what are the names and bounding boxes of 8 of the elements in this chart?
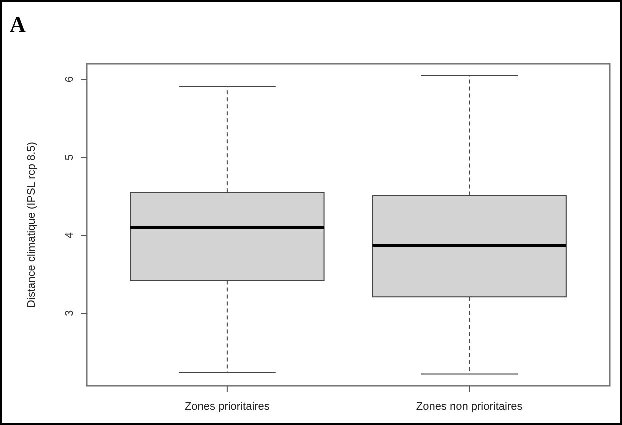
y-tick-label: 6 <box>64 76 76 83</box>
y-tick-label: 4 <box>64 232 76 239</box>
text: A <box>10 12 26 37</box>
x-tick-label: Zones prioritaires <box>184 401 270 413</box>
y-axis-title: Distance climatique (IPSL rcp 8.5) <box>26 142 38 308</box>
y-tick-label: 5 <box>64 154 76 161</box>
x-tick-label: Zones non prioritaires <box>416 401 524 413</box>
y-tick-label: 3 <box>64 310 76 317</box>
